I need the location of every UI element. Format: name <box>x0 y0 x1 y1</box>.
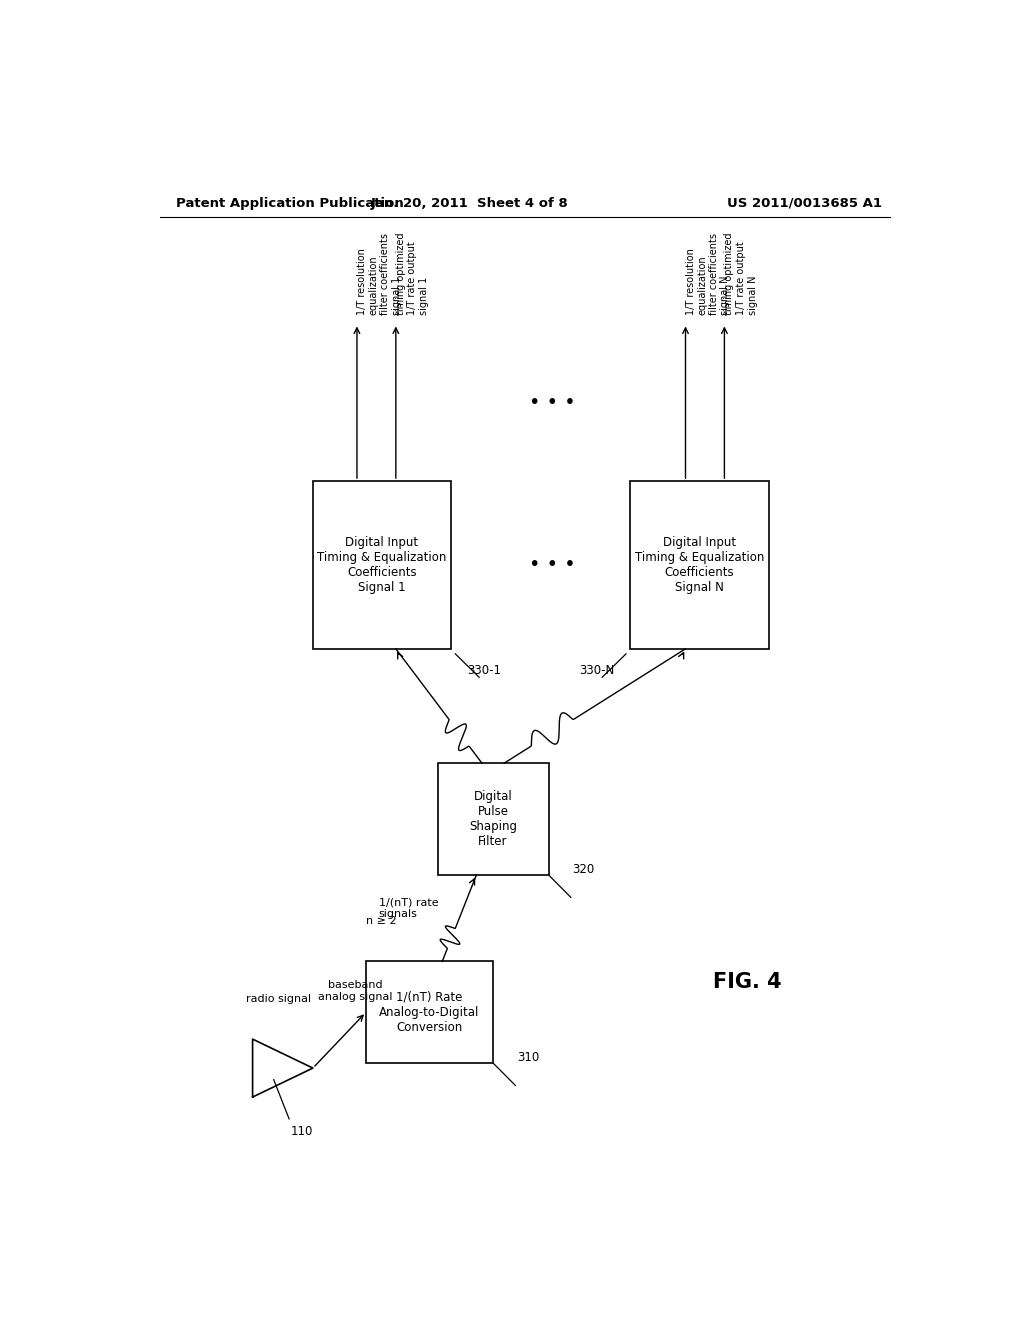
Text: 1/(nT) Rate
Analog-to-Digital
Conversion: 1/(nT) Rate Analog-to-Digital Conversion <box>379 991 480 1034</box>
Text: Digital
Pulse
Shaping
Filter: Digital Pulse Shaping Filter <box>469 791 517 847</box>
Text: Digital Input
Timing & Equalization
Coefficients
Signal 1: Digital Input Timing & Equalization Coef… <box>317 536 446 594</box>
Text: • • •: • • • <box>529 393 575 412</box>
Text: 330-N: 330-N <box>579 664 614 677</box>
Text: Patent Application Publication: Patent Application Publication <box>176 197 403 210</box>
Text: 1/T resolution
equalization
filter coefficients
signal N: 1/T resolution equalization filter coeff… <box>685 234 730 315</box>
Bar <box>367 961 494 1063</box>
Text: • • •: • • • <box>529 556 575 574</box>
Bar <box>437 763 549 875</box>
Text: 110: 110 <box>291 1125 313 1138</box>
Text: radio signal: radio signal <box>246 994 311 1005</box>
Text: n ≥ 2: n ≥ 2 <box>367 916 396 925</box>
Text: 320: 320 <box>572 863 595 876</box>
Text: baseband
analog signal: baseband analog signal <box>318 981 392 1002</box>
Text: 330-1: 330-1 <box>467 664 502 677</box>
Text: timing optimized
1/T rate output
signal N: timing optimized 1/T rate output signal … <box>724 232 758 315</box>
Text: Digital Input
Timing & Equalization
Coefficients
Signal N: Digital Input Timing & Equalization Coef… <box>635 536 764 594</box>
Text: FIG. 4: FIG. 4 <box>713 972 781 991</box>
Text: 1/(nT) rate
signals: 1/(nT) rate signals <box>379 898 438 919</box>
Text: 1/T resolution
equalization
filter coefficients
signal 1: 1/T resolution equalization filter coeff… <box>357 234 401 315</box>
Text: 310: 310 <box>517 1052 539 1064</box>
Bar <box>630 480 769 649</box>
Text: US 2011/0013685 A1: US 2011/0013685 A1 <box>727 197 882 210</box>
Bar <box>312 480 452 649</box>
Text: Jan. 20, 2011  Sheet 4 of 8: Jan. 20, 2011 Sheet 4 of 8 <box>371 197 568 210</box>
Text: timing optimized
1/T rate output
signal 1: timing optimized 1/T rate output signal … <box>396 232 429 315</box>
